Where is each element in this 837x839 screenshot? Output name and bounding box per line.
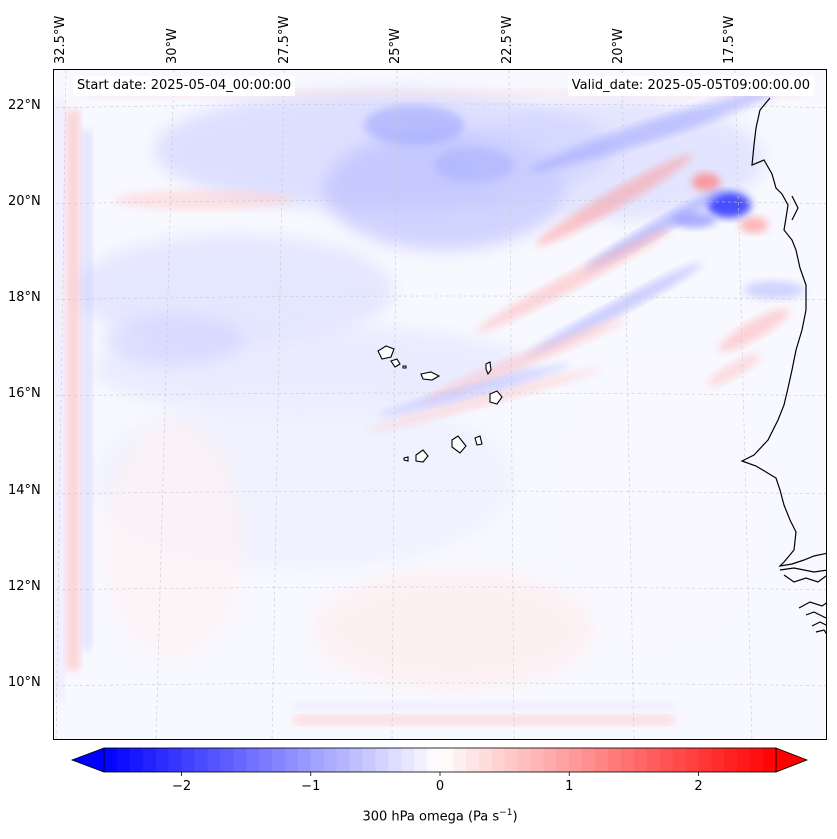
colorbar-segment (685, 748, 700, 772)
colorbar-segment (207, 748, 221, 772)
lon-label-32-5w: 32.5°W (53, 15, 68, 64)
colorbar-tick-label: −2 (171, 779, 192, 794)
colorbar-segment (465, 748, 480, 772)
colorbar-segment (491, 748, 506, 772)
lon-label-27-5w: 27.5°W (277, 15, 292, 64)
colorbar-segment (414, 748, 428, 772)
colorbar-ticks (181, 772, 699, 776)
colorbar-segment (323, 748, 338, 772)
lat-label-20n: 20°N (8, 194, 41, 209)
lon-label-17-5w: 17.5°W (722, 15, 737, 64)
colorbar-segment (142, 748, 157, 772)
lon-label-30w: 30°W (165, 28, 180, 64)
colorbar-segment (724, 748, 738, 772)
colorbar-segment (556, 748, 570, 772)
colorbar-segment (763, 748, 777, 772)
colorbar-segment (375, 748, 389, 772)
colorbar-segment (659, 748, 674, 772)
colorbar-segment (427, 748, 441, 772)
colorbar-segment (440, 748, 454, 772)
colorbar-segment (362, 748, 376, 772)
wave-train-features (114, 88, 804, 432)
colorbar-segment (310, 748, 325, 772)
colorbar-segment (737, 748, 751, 772)
cape-verde-islands (377, 345, 503, 463)
colorbar-segments (104, 748, 777, 772)
colorbar-segment (582, 748, 596, 772)
lat-label-10n: 10°N (8, 675, 41, 690)
colorbar-segment (194, 748, 208, 772)
coastline (740, 97, 826, 635)
lat-label-12n: 12°N (8, 579, 41, 594)
colorbar-max-extend (775, 747, 809, 773)
colorbar-segment (116, 748, 131, 772)
colorbar-segment (698, 748, 712, 772)
lat-label-18n: 18°N (8, 290, 41, 305)
colorbar-segment (543, 748, 557, 772)
boundary-bands (54, 90, 804, 725)
colorbar-tick-label: 0 (435, 779, 445, 794)
valid-date-label: Valid_date: 2025-05-05T09:00:00.00 (567, 76, 814, 96)
lat-label-14n: 14°N (8, 483, 41, 498)
lon-label-25w: 25°W (388, 28, 403, 64)
colorbar-segment (349, 748, 364, 772)
colorbar-segment (672, 748, 687, 772)
colorbar-segment (608, 748, 622, 772)
colorbar-segment (336, 748, 351, 772)
colorbar-segment (297, 748, 312, 772)
colorbar-segment (272, 748, 286, 772)
colorbar-segment (168, 748, 183, 772)
colorbar-segment (517, 748, 532, 772)
colorbar-segment (104, 748, 118, 772)
lon-label-20w: 20°W (611, 28, 626, 64)
colorbar-segment (284, 748, 299, 772)
colorbar-title: 300 hPa omega (Pa s−1) (362, 808, 517, 824)
start-date-label: Start date: 2025-05-04_00:00:00 (73, 76, 296, 96)
colorbar-segment (595, 748, 609, 772)
lat-label-16n: 16°N (8, 386, 41, 401)
colorbar-segment (530, 748, 544, 772)
colorbar-title-exponent: −1 (499, 808, 513, 818)
colorbar-min-extend (70, 747, 105, 773)
colorbar-tick-label: −1 (301, 779, 321, 794)
colorbar-segment (646, 748, 661, 772)
colorbar-tick-label: 1 (565, 779, 574, 794)
colorbar-tick-label: 2 (694, 779, 703, 794)
omega-field-map (54, 70, 826, 739)
colorbar-segment (181, 748, 196, 772)
colorbar-title-text: 300 hPa omega (Pa s (362, 809, 500, 825)
colorbar-segment (633, 748, 648, 772)
colorbar-segment (155, 748, 170, 772)
lat-label-22n: 22°N (8, 98, 41, 113)
graticule (54, 70, 826, 739)
colorbar-segment (750, 748, 764, 772)
colorbar-segment (452, 748, 467, 772)
colorbar-segment (220, 748, 234, 772)
colorbar-segment (233, 748, 247, 772)
colorbar-title-close: ) (512, 809, 518, 825)
colorbar-segment (246, 748, 260, 772)
colorbar-segment (259, 748, 273, 772)
colorbar-segment (478, 748, 493, 772)
lon-label-22-5w: 22.5°W (500, 15, 515, 64)
colorbar-segment (129, 748, 144, 772)
colorbar-outline (103, 747, 777, 773)
colorbar-segment (620, 748, 635, 772)
colorbar-segment (388, 748, 402, 772)
colorbar-segment (504, 748, 519, 772)
colorbar-segment (569, 748, 583, 772)
map-panel (53, 69, 827, 740)
colorbar-segment (711, 748, 725, 772)
colorbar-segment (401, 748, 415, 772)
